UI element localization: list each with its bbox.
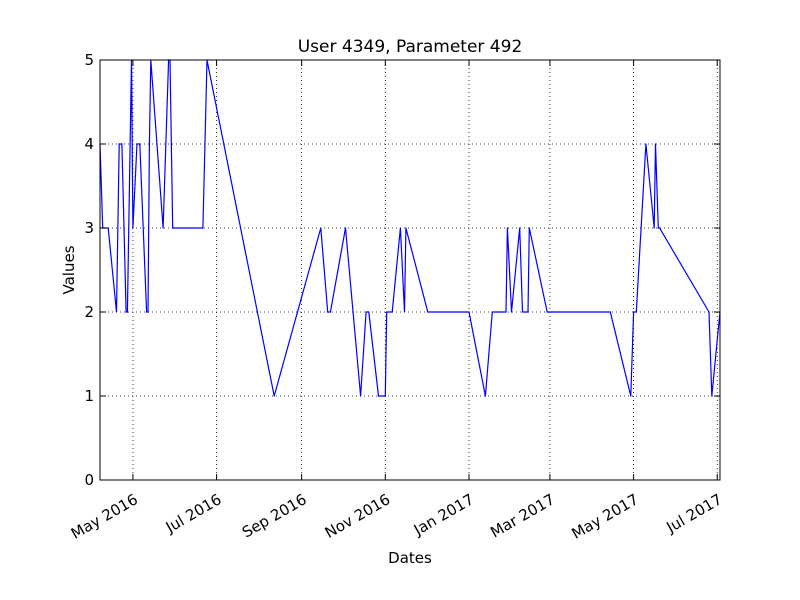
data-point bbox=[399, 227, 401, 229]
data-point bbox=[125, 311, 127, 313]
data-point bbox=[527, 311, 529, 313]
data-point bbox=[147, 311, 149, 313]
data-point bbox=[365, 311, 367, 313]
data-point bbox=[708, 311, 710, 313]
data-point bbox=[645, 143, 647, 145]
data-point bbox=[491, 311, 493, 313]
data-point bbox=[136, 143, 138, 145]
data-point bbox=[609, 311, 611, 313]
data-point bbox=[403, 311, 406, 313]
data-point bbox=[118, 143, 120, 145]
data-point bbox=[635, 311, 637, 313]
data-point bbox=[427, 311, 429, 313]
x-axis-label: Dates bbox=[388, 549, 432, 567]
data-point bbox=[121, 143, 123, 145]
data-point bbox=[126, 311, 129, 313]
y-tick-label: 5 bbox=[84, 51, 94, 69]
y-tick-label: 2 bbox=[84, 303, 94, 321]
data-point bbox=[510, 311, 513, 313]
y-tick-label: 1 bbox=[84, 387, 94, 405]
data-point bbox=[146, 311, 148, 313]
data-point bbox=[344, 227, 347, 229]
data-point bbox=[384, 395, 386, 397]
data-point bbox=[521, 311, 524, 313]
data-point bbox=[604, 311, 606, 313]
data-point bbox=[528, 227, 530, 229]
data-point bbox=[659, 227, 661, 229]
data-point bbox=[329, 311, 332, 313]
data-point bbox=[506, 227, 508, 229]
data-point bbox=[632, 311, 635, 313]
data-point bbox=[495, 311, 498, 313]
data-point bbox=[115, 311, 118, 313]
data-point bbox=[405, 227, 407, 229]
data-point bbox=[360, 395, 362, 397]
data-point bbox=[711, 395, 713, 397]
data-point bbox=[187, 227, 189, 229]
data-point bbox=[273, 395, 275, 397]
y-axis-label: Values bbox=[60, 245, 78, 294]
plot-frame bbox=[99, 59, 721, 481]
y-tick-label: 0 bbox=[84, 471, 94, 489]
data-point bbox=[484, 395, 487, 397]
data-point bbox=[654, 143, 657, 145]
data-point bbox=[189, 227, 192, 229]
series-layer bbox=[99, 59, 721, 397]
data-point bbox=[657, 227, 659, 229]
data-point bbox=[462, 311, 465, 313]
y-tick-label: 4 bbox=[84, 135, 94, 153]
data-point bbox=[558, 311, 561, 313]
data-point bbox=[386, 311, 388, 313]
data-point bbox=[505, 311, 507, 313]
data-point bbox=[162, 227, 164, 229]
data-point bbox=[148, 143, 150, 145]
chart-title: User 4349, Parameter 492 bbox=[298, 37, 523, 57]
data-point bbox=[132, 227, 134, 229]
data-point bbox=[556, 311, 558, 313]
data-point bbox=[630, 395, 632, 397]
data-point bbox=[653, 227, 655, 229]
data-point bbox=[519, 227, 521, 229]
data-point bbox=[107, 227, 109, 229]
data-point bbox=[501, 311, 503, 313]
y-tick-label: 3 bbox=[84, 219, 94, 237]
data-point bbox=[139, 143, 141, 145]
data-point bbox=[546, 311, 548, 313]
data-point bbox=[377, 395, 380, 397]
data-point bbox=[320, 227, 322, 229]
data-point bbox=[172, 227, 174, 229]
series-line bbox=[99, 59, 721, 397]
data-point bbox=[468, 311, 470, 313]
data-point bbox=[327, 311, 329, 313]
data-point bbox=[391, 311, 393, 313]
data-point bbox=[202, 227, 204, 229]
data-point bbox=[368, 311, 370, 313]
data-point bbox=[181, 227, 183, 229]
